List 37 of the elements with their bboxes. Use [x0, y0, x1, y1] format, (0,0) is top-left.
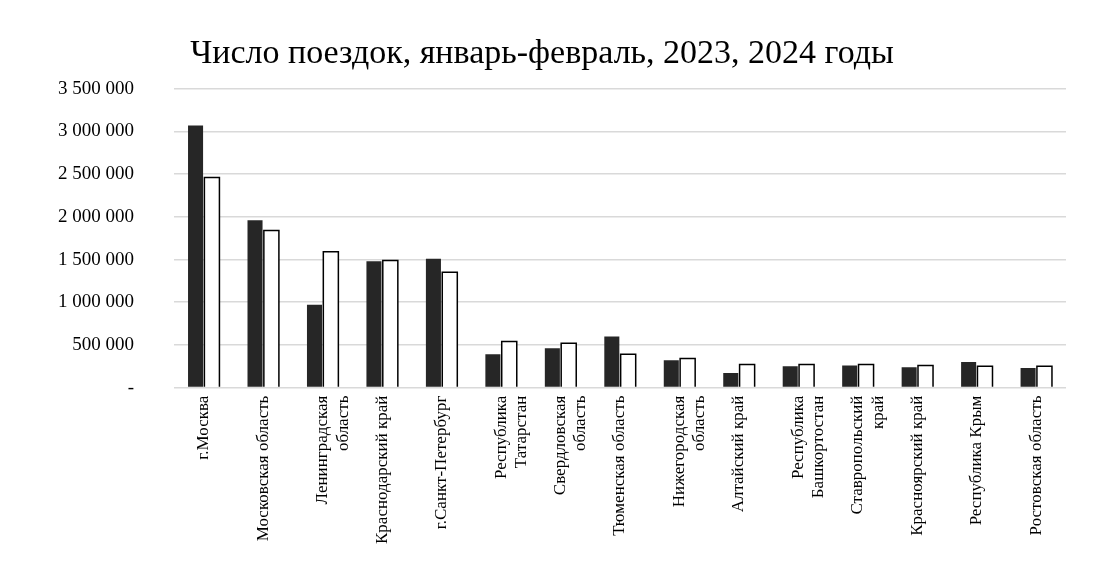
y-tick-label: 1 500 000: [58, 247, 134, 269]
y-tick-label: 3 000 000: [58, 119, 134, 141]
bar: [961, 362, 977, 387]
x-tick-label: г.Москва: [193, 395, 213, 460]
bar: [663, 360, 679, 387]
x-tick-label: г.Санкт-Петербург: [431, 395, 451, 530]
bar: [1020, 367, 1036, 387]
y-tick-label: 500 000: [72, 332, 134, 354]
bar: [782, 366, 798, 387]
bar: [485, 354, 501, 387]
x-tick-label: Московская область: [252, 395, 272, 542]
bar: [842, 365, 858, 387]
y-tick-label: -: [127, 375, 134, 397]
x-tick-label: Красноярский край: [906, 395, 926, 536]
x-tick-label: Ставропольский край: [847, 395, 887, 515]
bar: [306, 304, 323, 387]
x-tick-label: Нижегородская область: [668, 395, 709, 508]
x-tick-label: Алтайский край: [728, 395, 748, 513]
bar: [366, 261, 382, 387]
bar: [544, 348, 560, 387]
x-tick-label: Тюменская область: [609, 395, 629, 536]
x-tick-label: Ростовская область: [1025, 395, 1045, 536]
bar: [188, 125, 204, 387]
y-tick-label: 2 000 000: [58, 204, 134, 226]
bar: [247, 220, 263, 387]
x-tick-label: Республика Крым: [966, 395, 986, 526]
chart-title: Число поездок, январь-февраль, 2023, 2024 годы: [190, 33, 895, 71]
bar: [723, 373, 739, 387]
bar: [901, 367, 917, 387]
y-tick-label: 3 500 000: [58, 76, 134, 98]
x-tick-label: Ленинградская область: [312, 395, 352, 505]
y-tick-label: 1 000 000: [58, 290, 134, 312]
bar: [425, 258, 441, 387]
x-tick-label: Свердловская область: [550, 395, 590, 496]
bar: [604, 336, 620, 387]
x-tick-label: Краснодарский край: [371, 395, 391, 545]
y-tick-label: 2 500 000: [58, 162, 134, 184]
